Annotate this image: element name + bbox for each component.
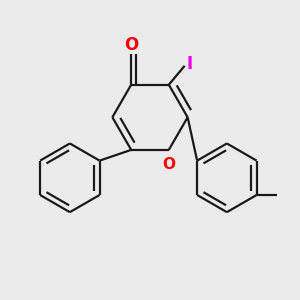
Text: O: O <box>162 157 175 172</box>
Text: O: O <box>124 36 138 54</box>
Text: I: I <box>187 55 193 73</box>
